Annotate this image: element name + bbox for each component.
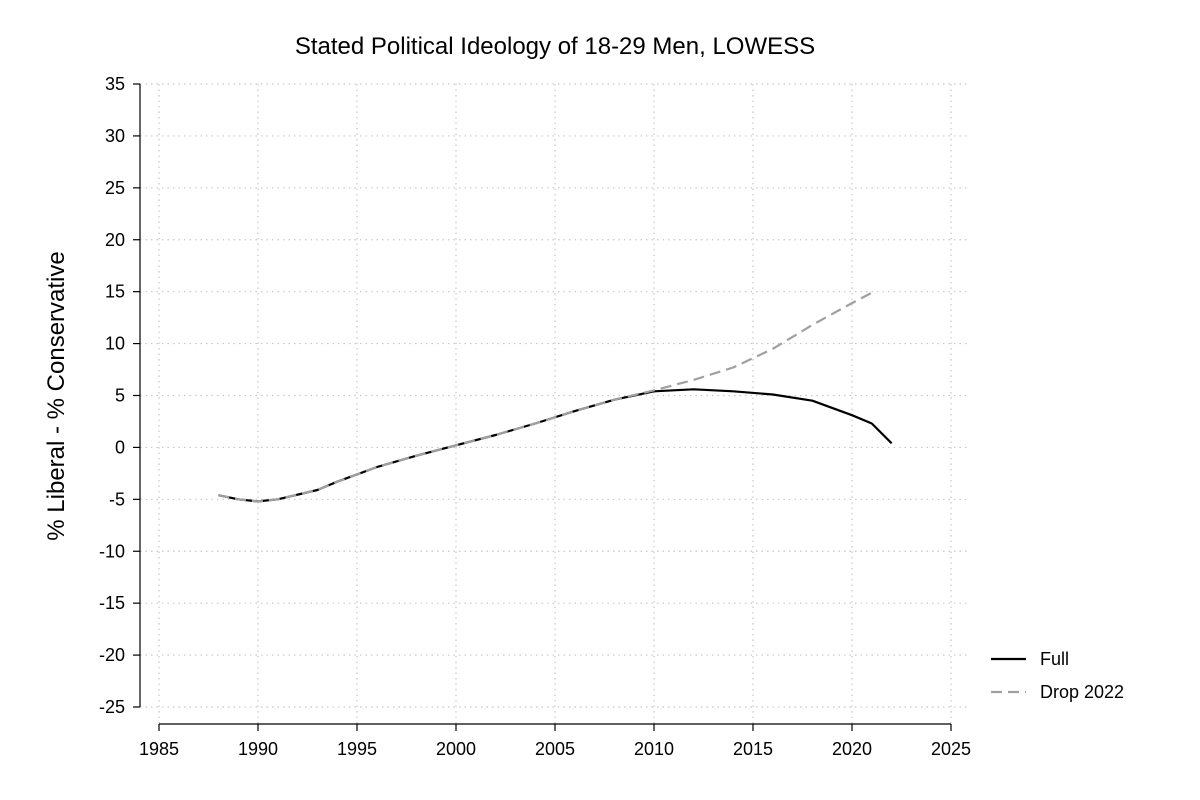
- x-tick-label: 2015: [733, 739, 773, 759]
- x-tick-label: 2000: [436, 739, 476, 759]
- y-tick-label: -5: [109, 489, 125, 509]
- legend-label-full: Full: [1040, 649, 1069, 669]
- x-tick-label: 2025: [931, 739, 971, 759]
- y-tick-label: -25: [99, 697, 125, 717]
- x-tick-label: 1995: [337, 739, 377, 759]
- legend-label-drop-2022: Drop 2022: [1040, 682, 1124, 702]
- series-line-drop-2022: [218, 291, 873, 503]
- y-tick-label: -15: [99, 593, 125, 613]
- gridlines: [140, 83, 968, 724]
- x-tick-label: 2010: [634, 739, 674, 759]
- y-tick-label: 0: [115, 437, 125, 457]
- y-tick-label: 20: [105, 230, 125, 250]
- y-tick-label: 5: [115, 386, 125, 406]
- y-tick-label: 30: [105, 126, 125, 146]
- y-tick-label: 15: [105, 282, 125, 302]
- x-tick-label: 1985: [139, 739, 179, 759]
- series-lines: [218, 291, 893, 503]
- y-axis-label: % Liberal - % Conservative: [43, 251, 70, 540]
- y-tick-label: 10: [105, 334, 125, 354]
- x-tick-label: 1990: [238, 739, 278, 759]
- series-line-full: [218, 388, 893, 503]
- chart-title: Stated Political Ideology of 18-29 Men, …: [295, 33, 815, 60]
- legend: Full Drop 2022: [991, 649, 1124, 702]
- y-tick-label: -10: [99, 541, 125, 561]
- x-tick-label: 2005: [535, 739, 575, 759]
- y-tick-label: 25: [105, 178, 125, 198]
- y-tick-label: 35: [105, 74, 125, 94]
- y-tick-label: -20: [99, 645, 125, 665]
- x-tick-label: 2020: [832, 739, 872, 759]
